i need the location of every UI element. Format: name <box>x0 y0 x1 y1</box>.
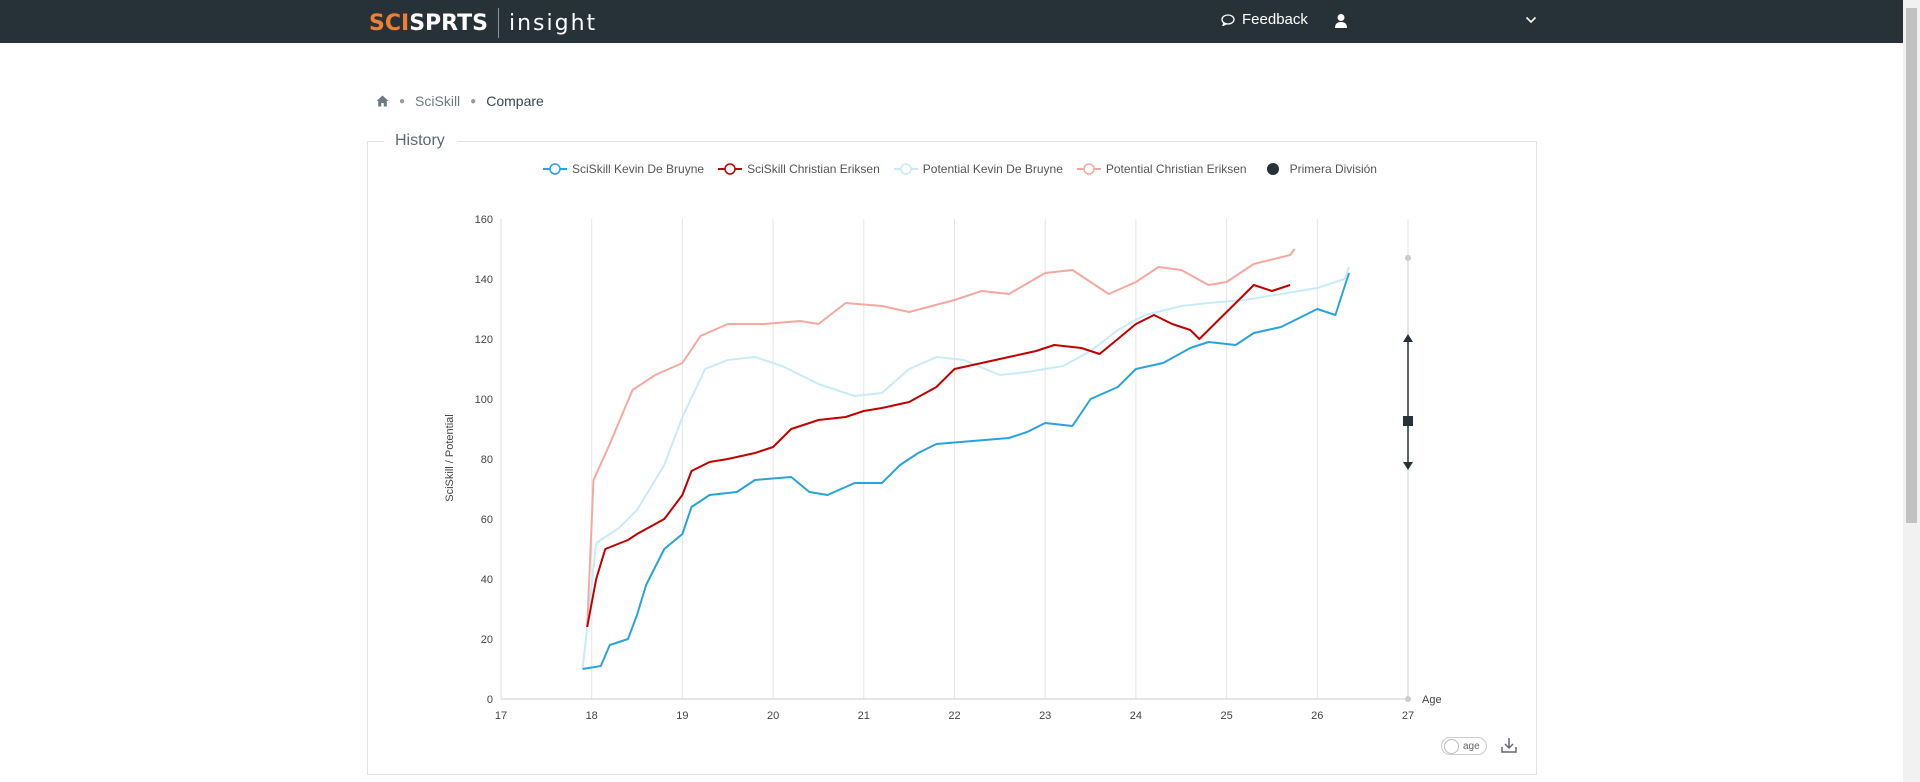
logo-divider <box>497 8 499 38</box>
y-tick-label: 60 <box>481 514 493 526</box>
y-tick-label: 100 <box>475 394 493 406</box>
x-tick-label: 18 <box>586 710 598 722</box>
toggle-label: age <box>1463 740 1480 752</box>
legend-label: Primera División <box>1289 162 1377 176</box>
series-line-sciskill-eriksen <box>586 284 1291 628</box>
legend-item-potential-debruyne[interactable]: Potential Kevin De Bruyne <box>893 162 1063 176</box>
breadcrumb: ● SciSkill ● Compare <box>376 93 544 109</box>
x-tick-label: 17 <box>495 710 507 722</box>
y-tick-label: 80 <box>481 454 493 466</box>
y-tick-label: 160 <box>475 214 493 226</box>
x-tick-label: 22 <box>948 710 960 722</box>
y-tick-label: 40 <box>481 574 493 586</box>
legend-label: SciSkill Kevin De Bruyne <box>572 162 705 176</box>
download-icon[interactable] <box>1500 736 1518 754</box>
home-icon[interactable] <box>376 95 389 107</box>
series-line-potential-debruyne <box>581 266 1350 670</box>
legend-marker-line-circle <box>718 163 743 175</box>
x-tick-label: 21 <box>858 710 870 722</box>
page-scrollbar-thumb[interactable] <box>1906 8 1917 523</box>
x-tick-label: 26 <box>1311 710 1323 722</box>
series-line-sciskill-debruyne <box>582 272 1350 670</box>
breadcrumb-separator: ● <box>470 95 477 107</box>
x-tick-label: 20 <box>767 710 779 722</box>
y-tick-label: 120 <box>475 334 493 346</box>
age-toggle[interactable]: age <box>1441 737 1487 755</box>
x-axis-label: Age <box>1422 694 1442 706</box>
chart-legend: SciSkill Kevin De Bruyne SciSkill Christ… <box>0 162 1920 176</box>
navigator-end-dot <box>1405 255 1411 261</box>
history-panel <box>367 141 1537 775</box>
feedback-button[interactable]: Feedback <box>1221 11 1308 28</box>
feedback-label: Feedback <box>1242 11 1308 28</box>
toggle-knob <box>1444 738 1459 754</box>
legend-marker-line-circle <box>543 163 568 175</box>
x-tick-label: 27 <box>1402 710 1414 722</box>
breadcrumb-sciskill[interactable]: SciSkill <box>415 93 461 109</box>
breadcrumb-separator: ● <box>399 95 406 107</box>
legend-item-potential-eriksen[interactable]: Potential Christian Eriksen <box>1076 162 1247 176</box>
series-line-potential-eriksen <box>586 248 1296 628</box>
legend-marker-line-circle <box>1076 163 1101 175</box>
chat-bubble-icon <box>1221 13 1235 26</box>
legend-label: Potential Christian Eriksen <box>1105 162 1247 176</box>
top-navbar <box>0 0 1903 43</box>
navigator-down-handle <box>1403 462 1413 470</box>
legend-item-primera-division[interactable]: Primera División <box>1261 162 1377 176</box>
navigator-end-dot <box>1405 696 1411 702</box>
legend-label: Potential Kevin De Bruyne <box>922 162 1063 176</box>
x-tick-label: 24 <box>1130 710 1142 722</box>
y-tick-label: 0 <box>487 694 493 706</box>
navigator-center-handle <box>1403 416 1413 426</box>
y-axis-label: SciSkill / Potential <box>444 414 456 501</box>
breadcrumb-compare: Compare <box>486 93 544 109</box>
app-logo[interactable]: SCISPRTS insight <box>369 8 597 38</box>
x-tick-label: 19 <box>676 710 688 722</box>
x-tick-label: 23 <box>1039 710 1051 722</box>
panel-title: History <box>384 132 457 150</box>
x-tick-label: 25 <box>1220 710 1232 722</box>
brand-wordmark: SCISPRTS <box>369 10 488 36</box>
y-tick-label: 20 <box>481 634 493 646</box>
user-icon[interactable] <box>1334 13 1348 29</box>
legend-item-sciskill-debruyne[interactable]: SciSkill Kevin De Bruyne <box>543 162 704 176</box>
product-name: insight <box>508 10 598 36</box>
legend-item-sciskill-eriksen[interactable]: SciSkill Christian Eriksen <box>718 162 880 176</box>
navigator-up-handle <box>1403 334 1413 342</box>
chevron-down-icon[interactable] <box>1525 14 1537 26</box>
legend-label: SciSkill Christian Eriksen <box>747 162 880 176</box>
legend-marker-dot <box>1266 163 1279 175</box>
y-tick-label: 140 <box>475 274 493 286</box>
legend-marker-line-circle <box>893 163 918 175</box>
